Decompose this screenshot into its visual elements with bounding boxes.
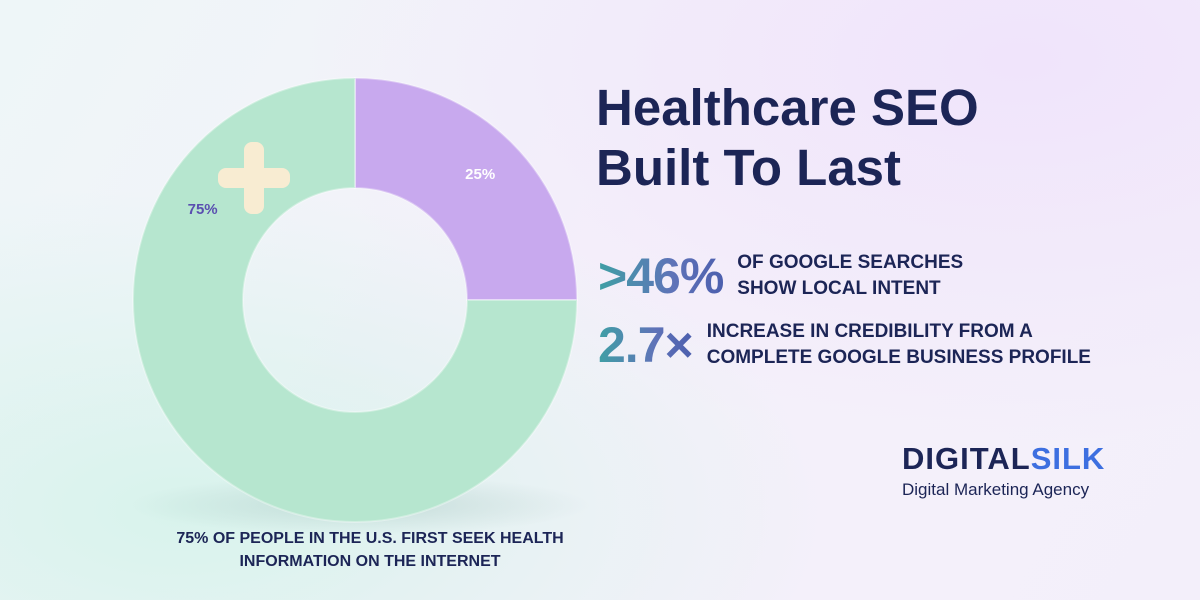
value-label: 75% [188,201,218,218]
donut-slice [354,76,579,301]
stat-text: OF GOOGLE SEARCHES SHOW LOCAL INTENT [737,252,964,299]
plus-icon [218,142,290,214]
donut-chart: 25% 75% [130,76,590,535]
stat: 2.7× INCREASE IN CREDIBILITY FROM A COMP… [598,316,1127,374]
logo-part: SILK [1030,441,1106,476]
logo: DIGITALSILK [902,441,1105,477]
stat-value: >46% [598,248,724,304]
logo-part: DIGITAL [902,441,1031,476]
value-label: 25% [465,166,495,183]
stat: >46% OF GOOGLE SEARCHES SHOW LOCAL INTEN… [598,247,987,305]
title: Healthcare SEO Built To Last [596,79,979,196]
stat-value: 2.7× [598,317,694,373]
stat-text: INCREASE IN CREDIBILITY FROM A COMPLETE … [706,321,1091,368]
caption: 75% OF PEOPLE IN THE U.S. FIRST SEEK HEA… [176,530,564,570]
tagline: Digital Marketing Agency [902,480,1090,499]
